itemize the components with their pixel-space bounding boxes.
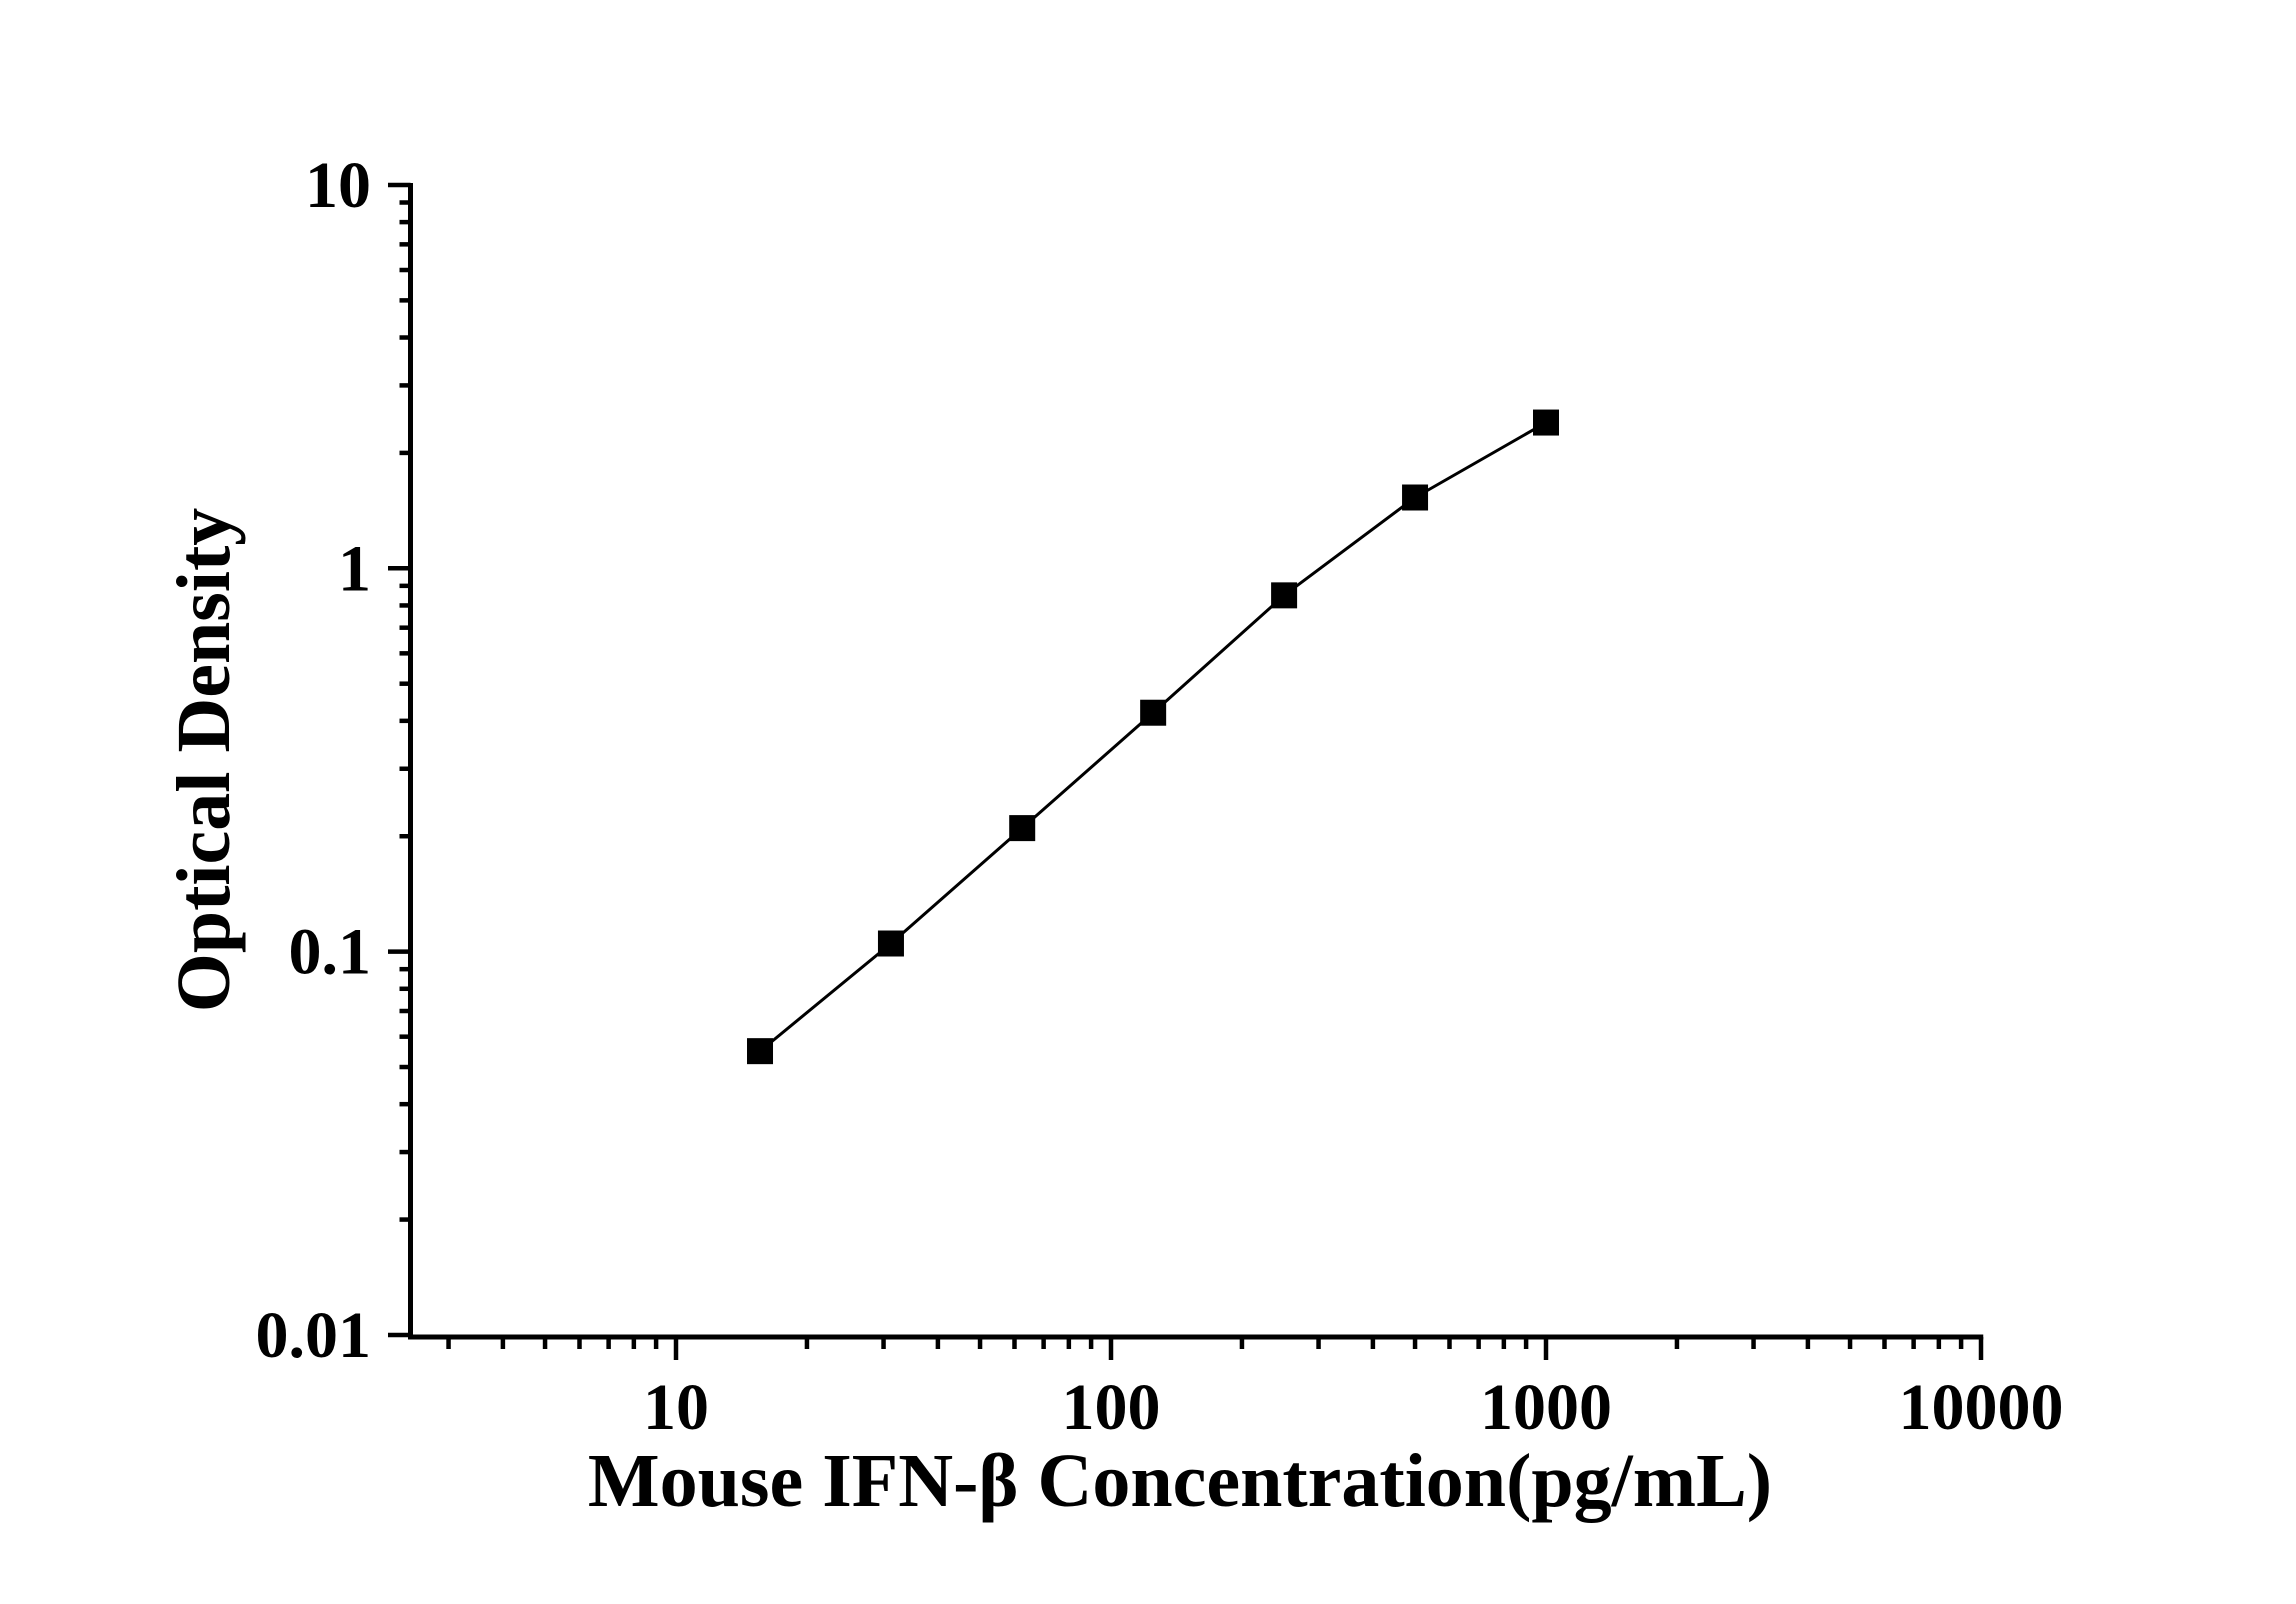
data-point-marker <box>1402 484 1429 511</box>
x-tick-labels: 10 100 1000 10000 <box>643 1371 2064 1444</box>
x-ticks <box>446 1337 1984 1360</box>
y-ticks <box>388 182 411 1338</box>
axes <box>408 183 1984 1340</box>
data-point-marker <box>1009 815 1036 842</box>
x-tick-label: 1000 <box>1480 1371 1612 1444</box>
data-point-marker <box>1533 409 1559 436</box>
series-line <box>759 421 1547 1053</box>
y-tick-label: 10 <box>305 149 371 222</box>
data-point-marker <box>1140 699 1167 726</box>
data-point-marker <box>1271 582 1298 609</box>
series <box>747 409 1559 1065</box>
x-tick-label: 10000 <box>1899 1371 2064 1444</box>
y-tick-label: 1 <box>338 532 371 605</box>
x-tick-label: 100 <box>1062 1371 1161 1444</box>
x-axis-title: Mouse IFN-β Concentration(pg/mL) <box>587 1439 1773 1523</box>
y-tick-label: 0.01 <box>256 1299 372 1372</box>
y-axis-title: Optical Density <box>162 507 246 1013</box>
y-tick-label: 0.1 <box>289 916 372 989</box>
y-tick-labels: 10 1 0.1 0.01 <box>256 149 372 1372</box>
x-tick-label: 10 <box>643 1371 709 1444</box>
data-point-marker <box>747 1038 774 1065</box>
data-point-marker <box>877 930 904 957</box>
